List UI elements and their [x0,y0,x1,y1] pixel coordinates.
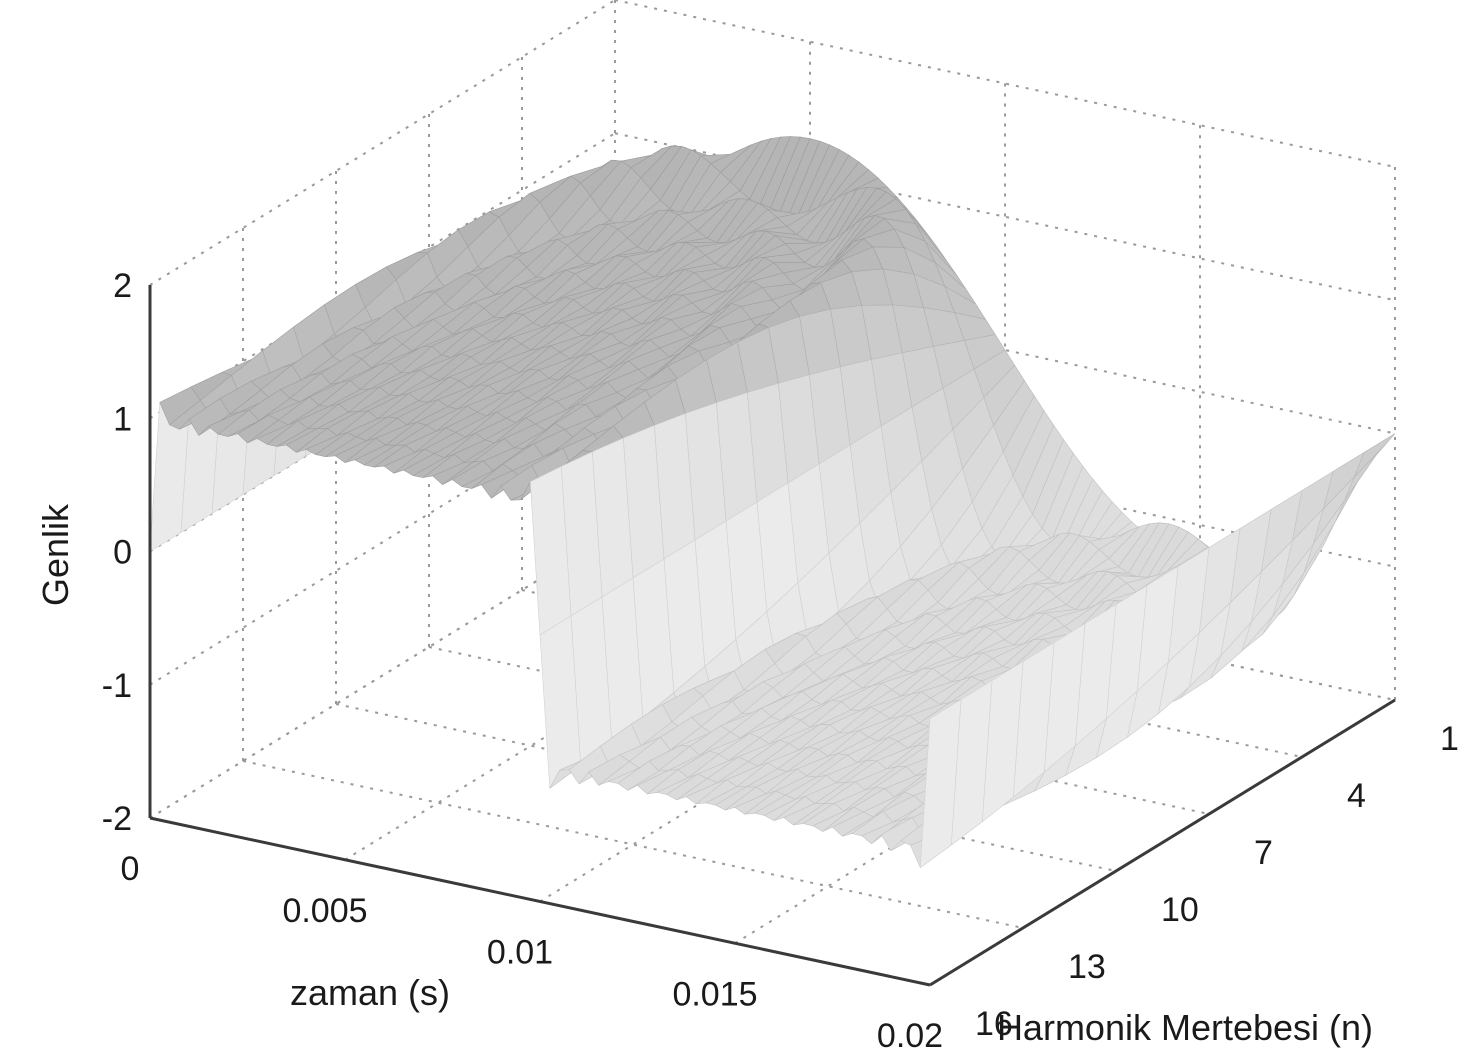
z-axis-title: Genlik [35,503,76,606]
axes [148,285,1396,987]
y-tick-label: 7 [1254,834,1273,872]
y-axis-line [929,698,1396,987]
surface-patch [919,698,962,869]
x-tick-label: 0.02 [877,1017,943,1055]
x-tick-label: 0.015 [672,975,757,1013]
grid-line [149,398,616,686]
grid-line [614,0,1396,168]
y-tick-label: 4 [1347,777,1366,815]
z-tick-label: -2 [102,800,132,838]
y-tick-label: 10 [1161,891,1199,929]
grid-line [149,0,616,286]
grid-line [149,532,616,819]
grid-line [242,760,1024,929]
x-axis-title: zaman (s) [290,972,450,1013]
x-tick-label: 0.005 [282,892,367,930]
y-tick-label: 1 [1440,720,1459,758]
y-tick-label: 16 [975,1005,1013,1043]
z-tick-label: 1 [113,400,132,438]
z-tick-label: 2 [113,267,132,305]
z-tick-label: -1 [102,667,132,705]
surface [149,136,1396,869]
x-tick-label: 0.01 [487,934,553,972]
grid-line [335,703,1117,872]
y-tick-label: 13 [1068,948,1106,986]
y-axis-title: Harmonik Mertebesi (n) [997,1007,1373,1048]
x-tick-label: 0 [121,850,140,888]
z-tick-label: 0 [113,534,132,572]
x-axis-line [149,816,931,987]
